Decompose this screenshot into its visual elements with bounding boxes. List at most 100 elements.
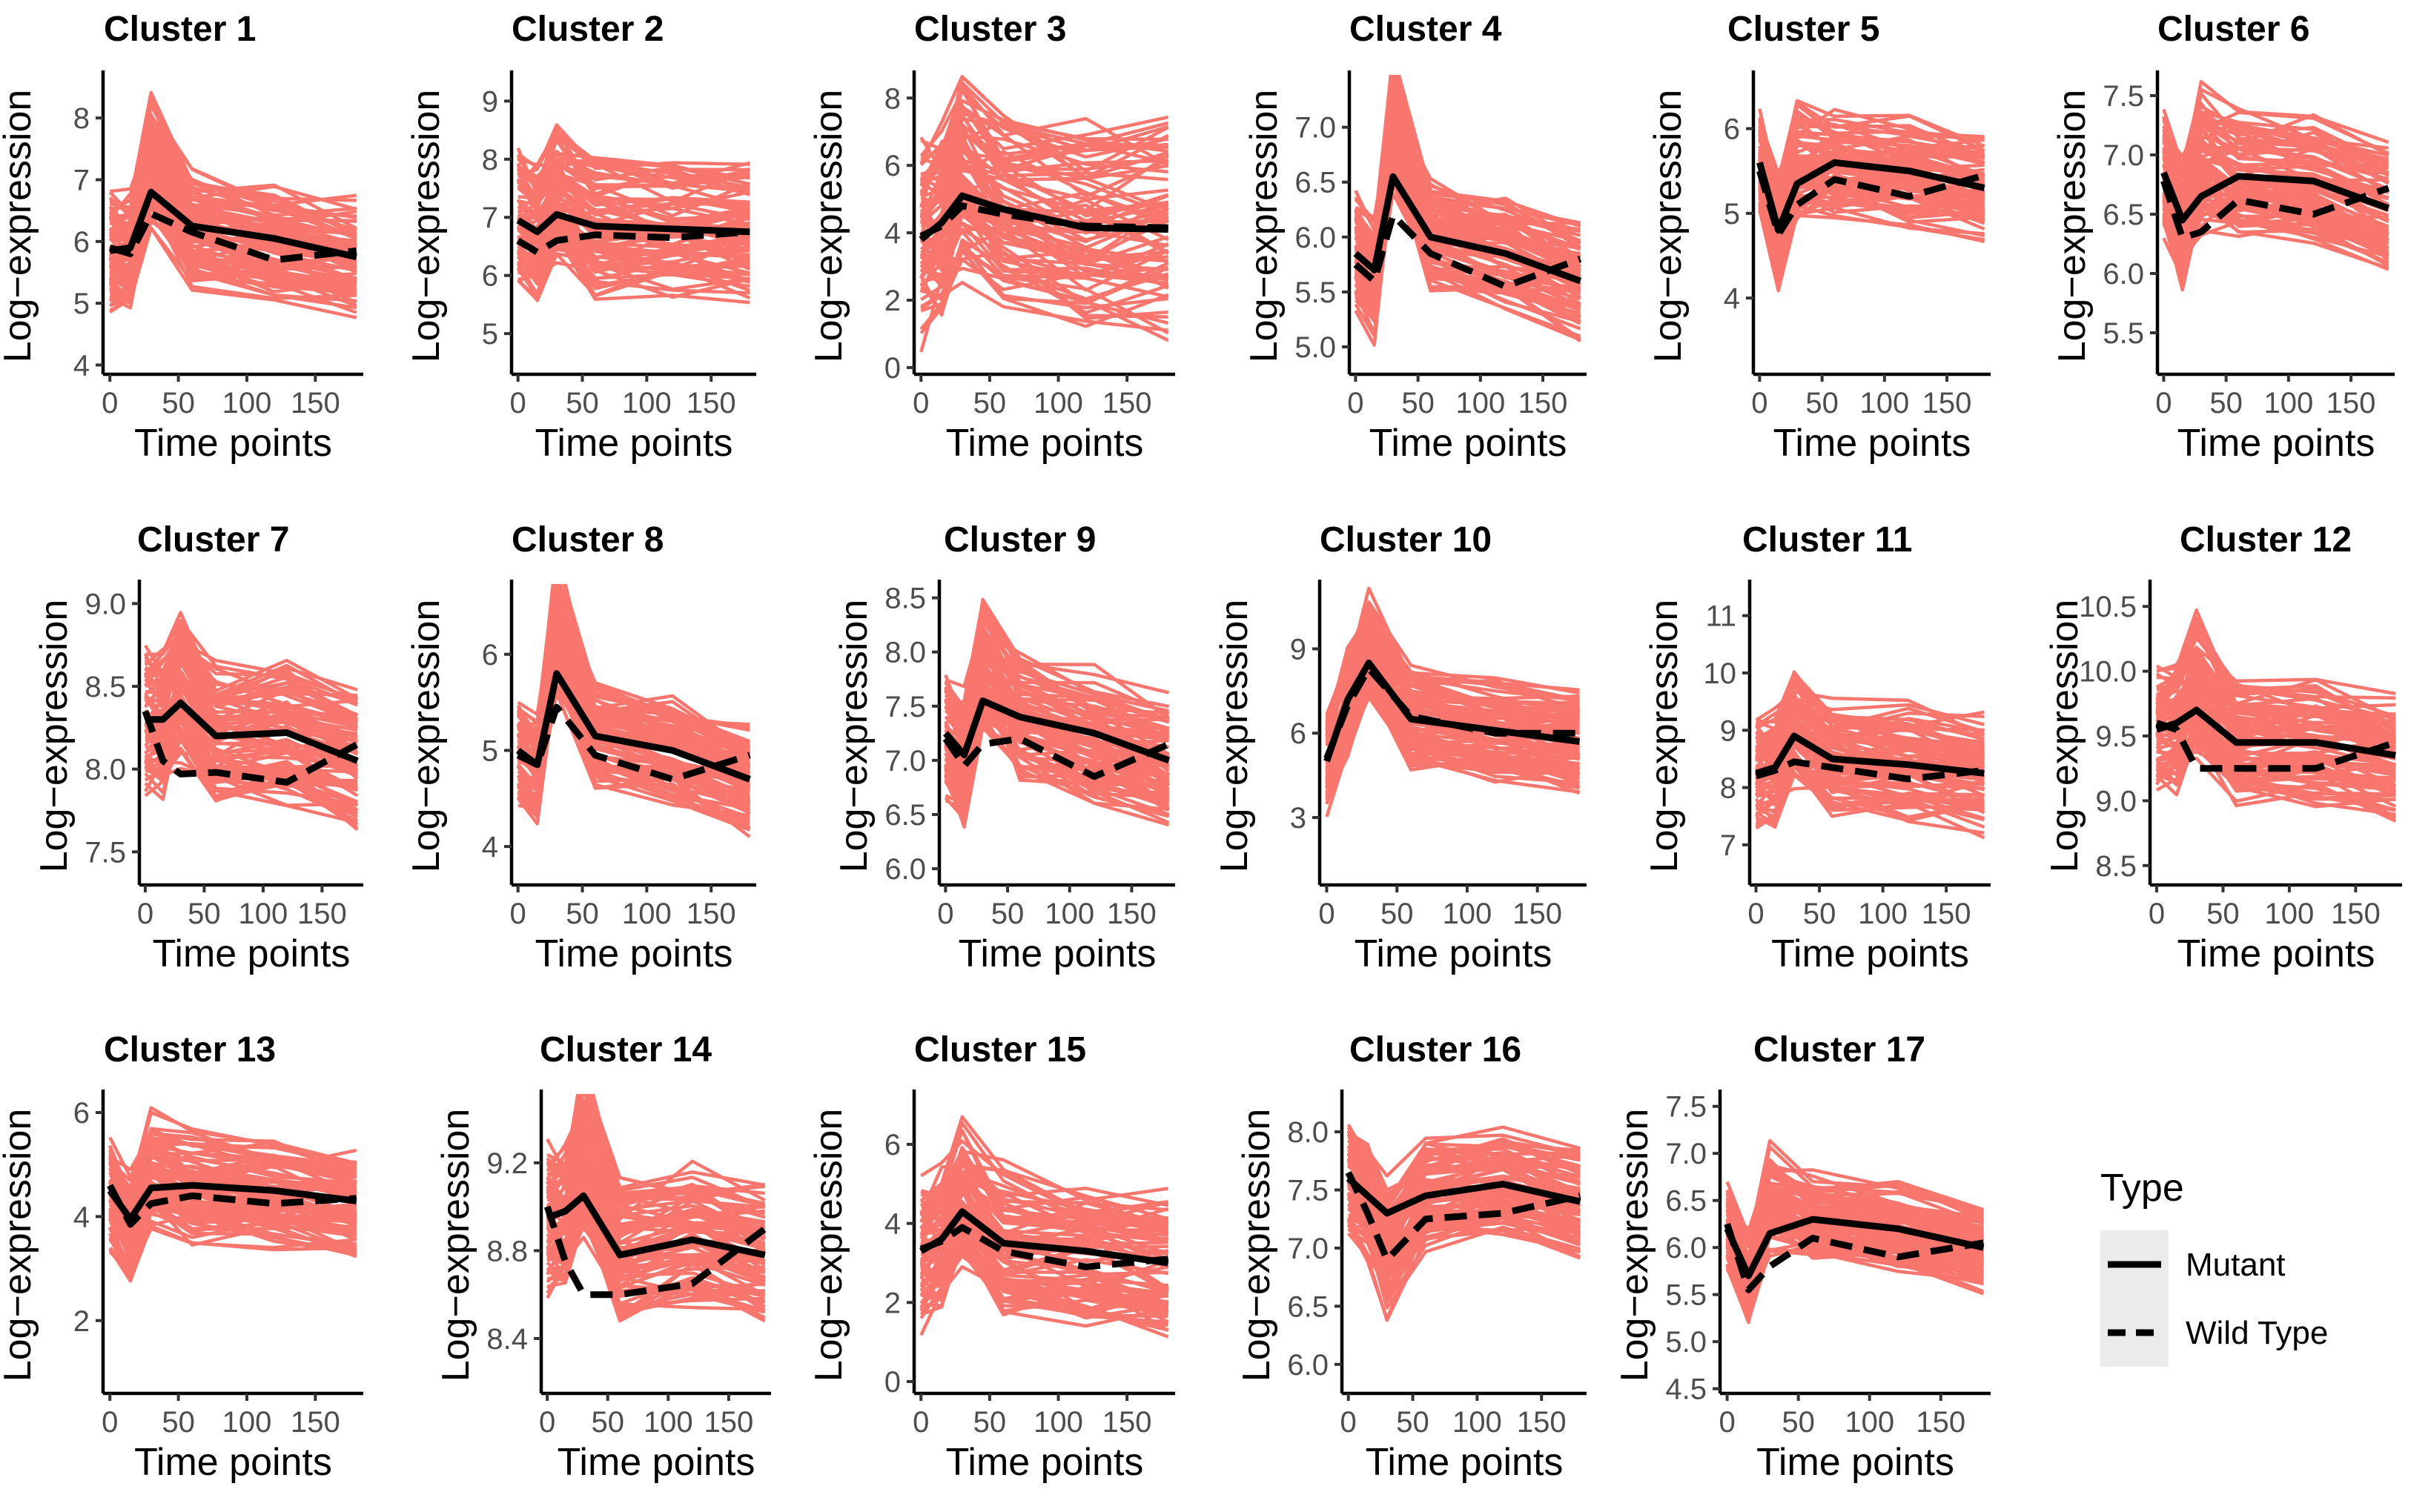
y-axis-label: Log−expression xyxy=(1613,1109,1656,1382)
x-tick-label: 50 xyxy=(1803,898,1836,930)
y-tick-label: 10 xyxy=(1704,657,1737,690)
chart-panel: 5 6 7 8 9 0 50 100 150 Cluster 2 Time points Log−ex… xyxy=(405,10,756,465)
panel-title: Cluster 13 xyxy=(104,1030,276,1070)
y-tick-label: 0 xyxy=(884,352,901,385)
gene-line xyxy=(1755,690,1985,737)
gene-line xyxy=(1725,1184,1984,1268)
x-tick-label: 100 xyxy=(222,387,272,420)
y-tick-label: 7 xyxy=(73,165,90,197)
gene-line xyxy=(2162,141,2389,216)
gene-line xyxy=(2162,135,2389,187)
gene-line xyxy=(1354,142,1581,312)
gene-line xyxy=(919,1254,1169,1324)
y-tick-label: 5.0 xyxy=(1665,1326,1707,1359)
y-tick-label: 5.5 xyxy=(1665,1279,1707,1312)
gene-line xyxy=(108,1156,357,1211)
gene-line xyxy=(517,176,750,217)
wildtype-mean-line xyxy=(2155,720,2397,772)
y-tick-label: 7.0 xyxy=(2103,139,2144,172)
gene-line xyxy=(920,123,1168,214)
y-tick-label: 8.0 xyxy=(85,754,126,786)
x-tick-label: 150 xyxy=(291,387,340,420)
gene-line xyxy=(109,93,357,239)
wildtype-mean-line xyxy=(1323,665,1580,760)
x-axis-label: Time points xyxy=(134,1441,332,1484)
mutant-mean-line xyxy=(145,699,359,764)
gene-line xyxy=(144,695,358,758)
y-tick-label: 6.5 xyxy=(1287,1290,1329,1323)
x-tick-label: 100 xyxy=(1033,387,1083,420)
gene-line xyxy=(517,187,750,216)
wildtype-mean-line xyxy=(142,709,360,786)
mutant-mean-line xyxy=(1724,1216,1985,1279)
x-axis-label: Time points xyxy=(946,422,1144,465)
y-tick-label: 9 xyxy=(1720,714,1736,747)
y-tick-label: 6 xyxy=(1724,113,1740,146)
mutant-mean-line xyxy=(1353,173,1582,285)
x-tick-label: 150 xyxy=(1518,387,1568,420)
y-axis-label: Log−expression xyxy=(2043,600,2086,873)
gene-line xyxy=(144,731,359,826)
gene-line xyxy=(546,1184,766,1319)
gene-line xyxy=(1755,714,1985,784)
x-axis-label: Time points xyxy=(1773,422,1971,465)
x-tick-label: 100 xyxy=(644,1406,693,1439)
gene-line xyxy=(109,175,357,271)
y-axis-label: Log−expression xyxy=(434,1109,477,1382)
wildtype-mean-line xyxy=(1353,211,1582,290)
y-tick-label: 5 xyxy=(482,318,498,351)
gene-line xyxy=(1354,75,1581,269)
y-tick-label: 4 xyxy=(73,350,90,382)
gene-line xyxy=(1346,1193,1581,1261)
y-axis-label: Log−expression xyxy=(405,90,448,363)
x-tick-label: 150 xyxy=(1916,1406,1965,1439)
y-tick-label: 10.5 xyxy=(2079,591,2137,623)
x-tick-label: 50 xyxy=(566,898,599,930)
y-tick-label: 6.5 xyxy=(2103,199,2144,231)
legend-label-wildtype: Wild Type xyxy=(2186,1315,2328,1351)
y-tick-label: 7.5 xyxy=(1665,1091,1707,1124)
y-tick-label: 8.0 xyxy=(884,637,926,669)
gene-line xyxy=(919,1221,1168,1300)
x-tick-label: 100 xyxy=(1033,1406,1083,1439)
y-tick-label: 4 xyxy=(482,831,498,863)
gene-lines xyxy=(516,584,751,838)
legend-label-mutant: Mutant xyxy=(2186,1247,2286,1283)
gene-line xyxy=(108,1207,357,1279)
gene-line xyxy=(1758,125,1985,212)
x-tick-label: 0 xyxy=(2155,387,2172,420)
gene-line xyxy=(109,105,357,231)
gene-line xyxy=(1758,119,1985,176)
gene-line xyxy=(516,132,750,200)
x-tick-label: 0 xyxy=(102,387,118,420)
y-axis-label: Log−expression xyxy=(807,1109,850,1382)
gene-line xyxy=(546,1123,767,1240)
y-tick-label: 5.5 xyxy=(2103,317,2144,350)
gene-line xyxy=(546,1139,766,1256)
chart-panel: 0 2 4 6 0 50 100 150 Cluster 15 Time points Log−ex… xyxy=(807,1030,1175,1484)
x-tick-label: 50 xyxy=(1782,1406,1815,1439)
y-tick-label: 6.0 xyxy=(1287,1349,1329,1382)
gene-line xyxy=(1347,1133,1581,1178)
chart-panel: 4 5 6 0 50 100 150 Cluster 8 Time points Log−expr… xyxy=(405,520,756,975)
x-tick-label: 50 xyxy=(162,1406,195,1439)
y-tick-label: 2 xyxy=(884,1287,901,1319)
y-tick-label: 4.5 xyxy=(1665,1373,1707,1406)
gene-lines xyxy=(143,611,359,832)
x-axis-label: Time points xyxy=(153,932,351,975)
chart-panel: 6.0 6.5 7.0 7.5 8.0 0 50 100 150 Cluster 16 Time p… xyxy=(1235,1030,1587,1484)
gene-line xyxy=(2156,647,2396,740)
x-tick-label: 150 xyxy=(291,1406,340,1439)
panel-title: Cluster 7 xyxy=(137,520,289,560)
gene-line xyxy=(2162,80,2389,179)
x-tick-label: 100 xyxy=(1443,898,1492,930)
gene-line xyxy=(1347,1185,1581,1240)
gene-line xyxy=(144,712,359,816)
gene-line xyxy=(2156,608,2397,721)
y-tick-label: 5 xyxy=(1724,198,1740,231)
y-tick-label: 4 xyxy=(884,217,901,250)
gene-line xyxy=(546,1164,766,1272)
x-tick-label: 0 xyxy=(1747,898,1764,930)
x-tick-label: 0 xyxy=(937,898,953,930)
y-axis-label: Log−expression xyxy=(0,1109,39,1382)
